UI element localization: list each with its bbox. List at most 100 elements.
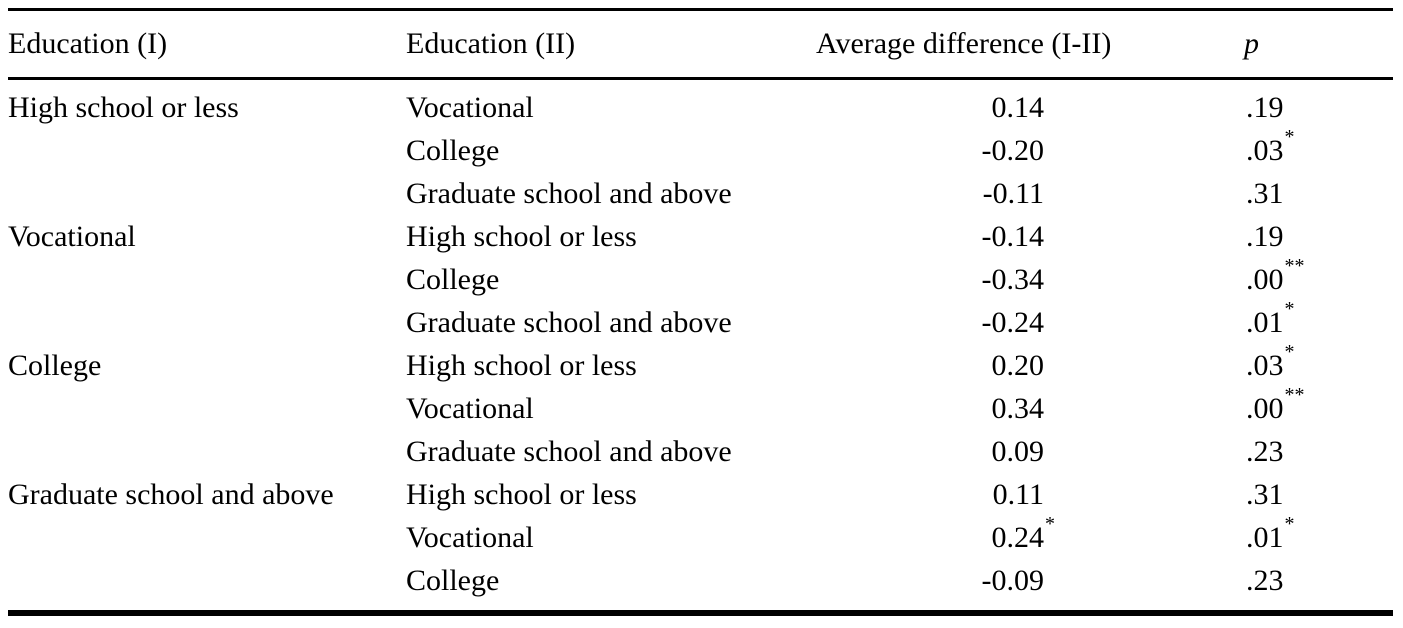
- p-value: .03 *: [1246, 126, 1295, 167]
- p-value: .31: [1246, 177, 1284, 210]
- p-number: .00: [1246, 262, 1284, 296]
- significance-marker: **: [1284, 254, 1305, 277]
- header-education-ii: Education (II): [406, 27, 576, 60]
- p-number: .19: [1246, 90, 1284, 124]
- difference-number: -0.09: [981, 563, 1045, 597]
- difference-value: -0.14: [982, 220, 1045, 253]
- p-number: .01: [1246, 305, 1284, 339]
- cell-education-ii: Graduate school and above: [406, 305, 732, 339]
- difference-value: 0.20: [992, 349, 1045, 382]
- cell-education-i: [8, 516, 406, 559]
- cell-education-ii: Vocational: [406, 391, 534, 425]
- p-number: .31: [1246, 176, 1284, 210]
- difference-value: 0.09: [992, 435, 1045, 468]
- significance-marker: *: [1284, 125, 1295, 148]
- difference-value: 0.11: [993, 478, 1044, 511]
- cell-education-ii: Vocational: [406, 90, 534, 124]
- p-value: .23: [1246, 564, 1284, 597]
- cell-education-ii: College: [406, 563, 500, 597]
- difference-value: 0.14: [992, 91, 1045, 124]
- cell-average-difference: 0.09: [816, 430, 1229, 473]
- cell-average-difference: -0.24: [816, 301, 1229, 344]
- cell-p-value: .31: [1229, 172, 1393, 215]
- table-row: College -0.09 .23: [8, 559, 1393, 610]
- difference-number: 0.14: [991, 90, 1045, 124]
- difference-number: 0.34: [991, 391, 1045, 425]
- difference-number: -0.24: [981, 305, 1045, 339]
- cell-average-difference: 0.24 *: [816, 513, 1229, 559]
- cell-education-ii: High school or less: [406, 348, 637, 382]
- p-value: .23: [1246, 435, 1284, 468]
- p-value: .00 **: [1246, 384, 1305, 425]
- cell-p-value: .23: [1229, 430, 1393, 473]
- p-number: .01: [1246, 520, 1284, 554]
- significance-marker: *: [1045, 512, 1055, 535]
- significance-marker: *: [1284, 297, 1295, 320]
- p-value: .01 *: [1246, 298, 1295, 339]
- difference-value: -0.11: [983, 177, 1044, 210]
- difference-value: -0.24: [982, 306, 1045, 339]
- cell-education-ii: College: [406, 262, 500, 296]
- cell-education-i: Graduate school and above: [8, 477, 334, 511]
- cell-p-value: .23: [1229, 559, 1393, 610]
- education-difference-table: Education (I) Education (II) Average dif…: [8, 11, 1393, 77]
- cell-average-difference: 0.34: [816, 387, 1229, 430]
- table-row: Vocational 0.34 .00 **: [8, 384, 1393, 430]
- cell-p-value: .19: [1229, 80, 1393, 129]
- p-value: .00 **: [1246, 255, 1305, 296]
- difference-number: 0.11: [992, 477, 1044, 511]
- difference-number: -0.14: [981, 219, 1045, 253]
- p-number: .03: [1246, 348, 1284, 382]
- header-education-i: Education (I): [8, 27, 168, 60]
- table-row: Graduate school and above 0.09 .23: [8, 430, 1393, 473]
- cell-education-ii: High school or less: [406, 219, 637, 253]
- difference-number: 0.20: [991, 348, 1045, 382]
- difference-number: -0.20: [981, 133, 1045, 167]
- cell-education-i: High school or less: [8, 90, 239, 124]
- header-row: Education (I) Education (II) Average dif…: [8, 11, 1393, 77]
- cell-education-i: College: [8, 348, 102, 382]
- table-row: Graduate school and above -0.11 .31: [8, 172, 1393, 215]
- cell-average-difference: -0.14: [816, 215, 1229, 258]
- cell-education-i: [8, 387, 406, 430]
- header-p-value: p: [1244, 27, 1259, 60]
- cell-average-difference: -0.34: [816, 258, 1229, 301]
- cell-education-ii: Vocational: [406, 520, 534, 554]
- cell-p-value: .03 *: [1229, 341, 1393, 387]
- difference-value: -0.09: [982, 564, 1045, 597]
- significance-marker: **: [1284, 383, 1305, 406]
- table-row: College -0.34 .00 **: [8, 255, 1393, 301]
- difference-number: 0.09: [991, 434, 1045, 468]
- cell-education-ii: Graduate school and above: [406, 434, 732, 468]
- header-rule: [8, 77, 1393, 80]
- cell-p-value: .31: [1229, 473, 1393, 516]
- cell-p-value: .01 *: [1229, 298, 1393, 344]
- cell-p-value: .19: [1229, 215, 1393, 258]
- table-row: Graduate school and above -0.24 .01 *: [8, 298, 1393, 344]
- difference-value: -0.34: [982, 263, 1045, 296]
- cell-average-difference: 0.14: [816, 80, 1229, 129]
- p-number: .23: [1246, 563, 1284, 597]
- difference-number: -0.11: [982, 176, 1044, 210]
- table-row: High school or less Vocational 0.14 .19: [8, 80, 1393, 129]
- cell-p-value: .03 *: [1229, 126, 1393, 172]
- comparison-table: Education (I) Education (II) Average dif…: [8, 8, 1393, 616]
- p-number: .00: [1246, 391, 1284, 425]
- difference-value: 0.24 *: [992, 513, 1056, 554]
- significance-marker: *: [1284, 512, 1295, 535]
- cell-p-value: .01 *: [1229, 513, 1393, 559]
- difference-value: 0.34: [992, 392, 1045, 425]
- cell-education-i: [8, 301, 406, 344]
- p-number: .19: [1246, 219, 1284, 253]
- cell-average-difference: 0.20: [816, 344, 1229, 387]
- table-row: Graduate school and above High school or …: [8, 473, 1393, 516]
- p-value: .01 *: [1246, 513, 1295, 554]
- difference-value: -0.20: [982, 134, 1045, 167]
- p-number: .31: [1246, 477, 1284, 511]
- cell-p-value: .00 **: [1229, 384, 1393, 430]
- table-row: College -0.20 .03 *: [8, 126, 1393, 172]
- table-row: Vocational High school or less -0.14 .19: [8, 215, 1393, 258]
- header-average-difference: Average difference (I-II): [816, 27, 1112, 60]
- cell-education-ii: College: [406, 133, 500, 167]
- table-row: Vocational 0.24 * .01 *: [8, 513, 1393, 559]
